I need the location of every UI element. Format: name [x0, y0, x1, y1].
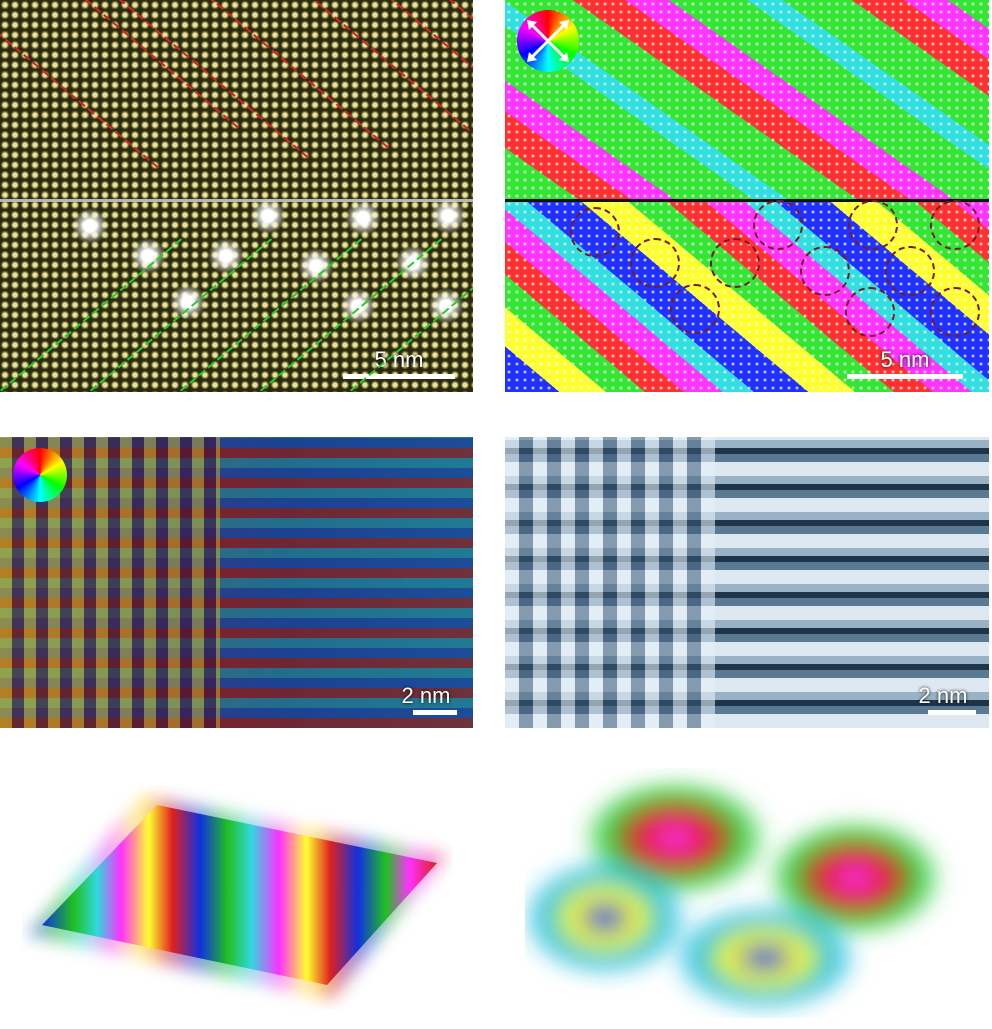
vortex-circle — [710, 238, 760, 288]
panel-b-polarization-map: 5 nm — [505, 0, 989, 392]
green-dashed-line — [0, 235, 186, 392]
vortex-arrow-schematic — [525, 778, 945, 1013]
vortex-circle — [885, 246, 935, 296]
red-dashed-line — [108, 0, 310, 159]
vortex-circle — [570, 207, 620, 257]
red-dashed-line — [188, 0, 390, 149]
vortex-circle — [845, 287, 895, 337]
scale-label: 5 nm — [880, 347, 930, 372]
bright-spot — [72, 208, 108, 244]
red-dashed-line — [38, 0, 240, 129]
arrow-stripes — [42, 805, 437, 985]
bright-spot — [208, 238, 244, 274]
interface-line — [505, 199, 989, 202]
bright-spot — [345, 200, 381, 236]
bright-spot — [250, 198, 286, 234]
stripe-arrow-schematic — [27, 795, 447, 1000]
vortex-circle — [630, 238, 680, 288]
red-dashed-line — [368, 0, 473, 149]
scale-bar: 2 nm — [910, 683, 976, 715]
checkerboard-region — [505, 437, 715, 728]
red-dashed-line — [278, 0, 473, 139]
red-dashed-line — [0, 0, 160, 169]
scale-bar: 5 nm — [847, 347, 963, 379]
vortex-circle — [800, 246, 850, 296]
panel-c-phase-color-map: 2 nm — [0, 437, 473, 728]
scale-label: 2 nm — [401, 683, 451, 708]
scale-bar-line — [343, 374, 455, 379]
green-dashed-line — [90, 235, 276, 392]
vortex — [525, 858, 690, 978]
interface-line — [0, 199, 473, 202]
vortex-circle — [930, 200, 980, 250]
vortex — [765, 818, 945, 938]
arrow-texture — [505, 0, 989, 392]
bright-spot — [170, 284, 206, 320]
scale-bar-line — [413, 710, 457, 715]
vortex-circle — [670, 284, 720, 334]
vortex-circle — [753, 200, 803, 250]
color-wheel-icon — [13, 448, 67, 502]
panel-d-grayscale-image: 2 nm — [505, 437, 989, 728]
vortex-circle — [930, 287, 980, 337]
scale-bar-line — [847, 374, 963, 379]
scale-bar: 2 nm — [395, 683, 457, 715]
red-dashed-line — [438, 0, 473, 159]
polarization-color-wheel-icon — [517, 10, 579, 72]
vortex — [670, 903, 860, 1013]
scale-label: 2 nm — [918, 683, 968, 708]
bright-spot — [430, 198, 466, 234]
panel-a-lattice-image: 5 nm — [0, 0, 473, 392]
vortex-circle — [848, 200, 898, 250]
panel-f-vortex-schematic — [525, 768, 965, 1018]
panel-e-stripe-domain-schematic — [22, 785, 452, 1010]
scale-bar-line — [928, 710, 976, 715]
scale-bar: 5 nm — [343, 347, 455, 379]
